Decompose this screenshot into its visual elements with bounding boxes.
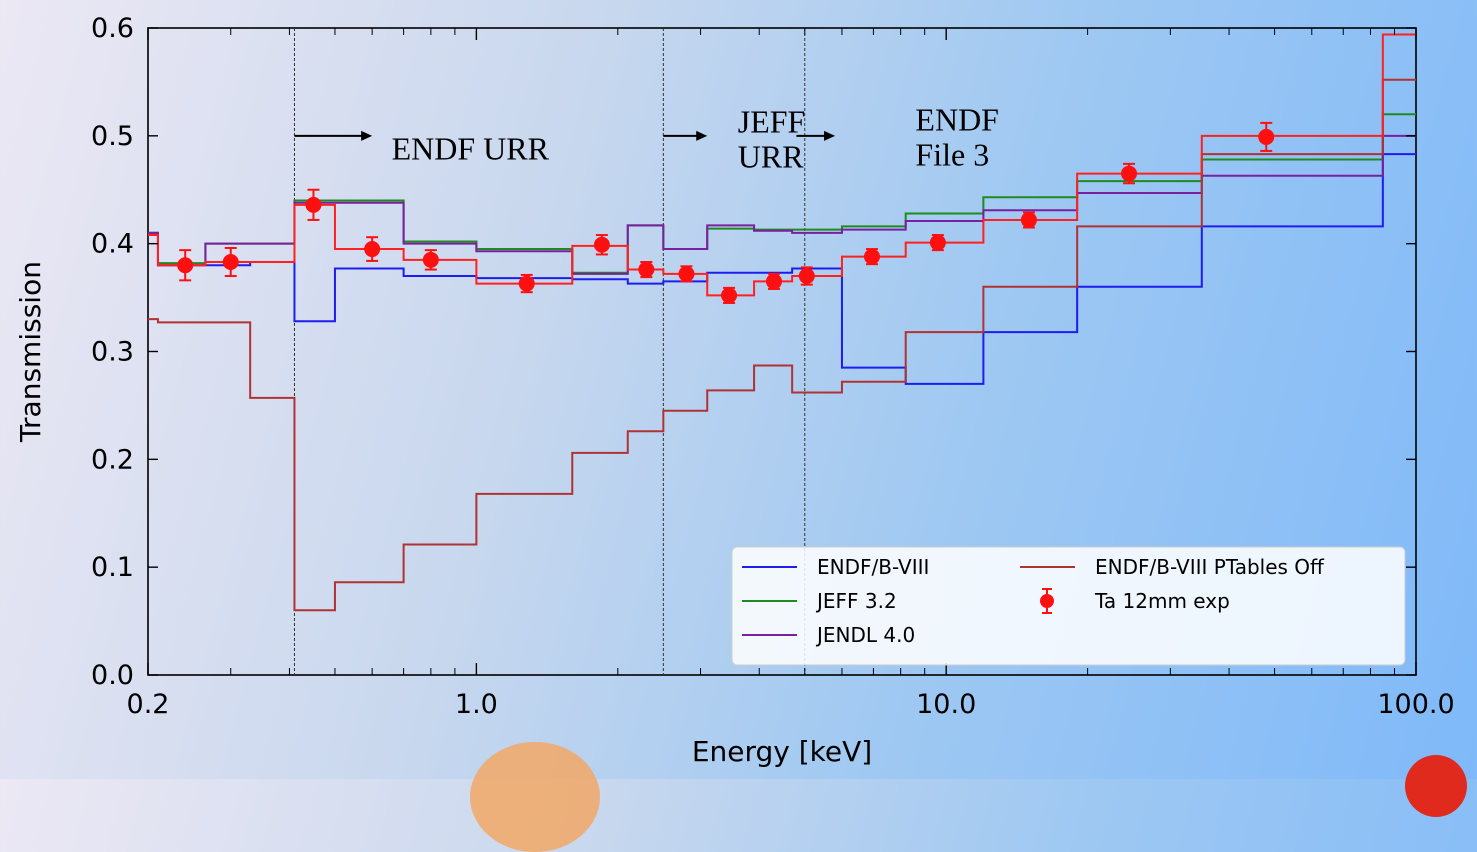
legend: ENDF/B-VIII JEFF 3.2 JENDL 4.0 ENDF/B-VIII …: [731, 546, 1406, 666]
legend-label: Ta 12mm exp: [1094, 589, 1230, 613]
x-tick-label: 10.0: [916, 689, 976, 720]
annotation-text: JEFF: [738, 104, 806, 140]
data-point: [1121, 165, 1138, 182]
data-point: [1258, 128, 1275, 145]
series-line-3: [148, 78, 1416, 612]
data-point: [863, 248, 880, 265]
legend-label: ENDF/B-VIII: [817, 555, 929, 579]
x-tick-label: 100.0: [1377, 689, 1454, 720]
legend-label: JEFF 3.2: [815, 589, 897, 613]
data-point: [638, 261, 655, 278]
data-point: [678, 265, 695, 282]
arrow-head: [361, 130, 373, 141]
y-tick-label: 0.5: [91, 121, 134, 152]
y-tick-label: 0.4: [91, 229, 134, 260]
vertical-lines-layer: [293, 28, 806, 675]
y-axis-title: Transmission: [14, 261, 47, 443]
data-point: [721, 287, 738, 304]
data-point: [765, 273, 782, 290]
data-point: [305, 196, 322, 213]
series-layer: [148, 33, 1416, 612]
ticks-layer: 0.0 0.1 0.2 0.3 0.4 0.5 0.6 0.2 1.0 10.0 100.0: [91, 13, 1455, 720]
annotation-text: URR: [738, 139, 804, 175]
data-point: [1020, 211, 1037, 228]
series-line-0: [148, 153, 1416, 385]
data-point: [177, 257, 194, 274]
data-point: [798, 268, 815, 285]
annotation-text: ENDF URR: [392, 131, 550, 167]
x-tick-label: 0.2: [127, 689, 170, 720]
data-point: [593, 236, 610, 253]
annotation-text: ENDF: [915, 101, 999, 137]
y-tick-label: 0.1: [91, 552, 134, 583]
annotation-text: File 3: [915, 136, 989, 172]
series-line-4: [148, 33, 1416, 297]
legend-label: ENDF/B-VIII PTables Off: [1095, 555, 1325, 579]
legend-swatch-marker: [1040, 594, 1054, 608]
legend-label: JENDL 4.0: [815, 623, 915, 647]
arrow-head: [824, 130, 836, 141]
y-tick-label: 0.6: [91, 13, 134, 44]
data-point: [222, 253, 239, 270]
data-point: [518, 275, 535, 292]
x-tick-label: 1.0: [455, 689, 498, 720]
arrow-head: [696, 130, 708, 141]
data-point: [929, 234, 946, 251]
y-tick-label: 0.3: [91, 337, 134, 368]
data-point: [364, 241, 381, 258]
x-axis-title: Energy [keV]: [692, 735, 872, 768]
points-layer: [177, 121, 1275, 304]
legend-box: [731, 546, 1406, 666]
y-tick-label: 0.0: [91, 660, 134, 691]
data-point: [422, 251, 439, 268]
transmission-chart: 0.0 0.1 0.2 0.3 0.4 0.5 0.6 0.2 1.0 10.0 100.0 END…: [14, 13, 1455, 768]
y-tick-label: 0.2: [91, 444, 134, 475]
